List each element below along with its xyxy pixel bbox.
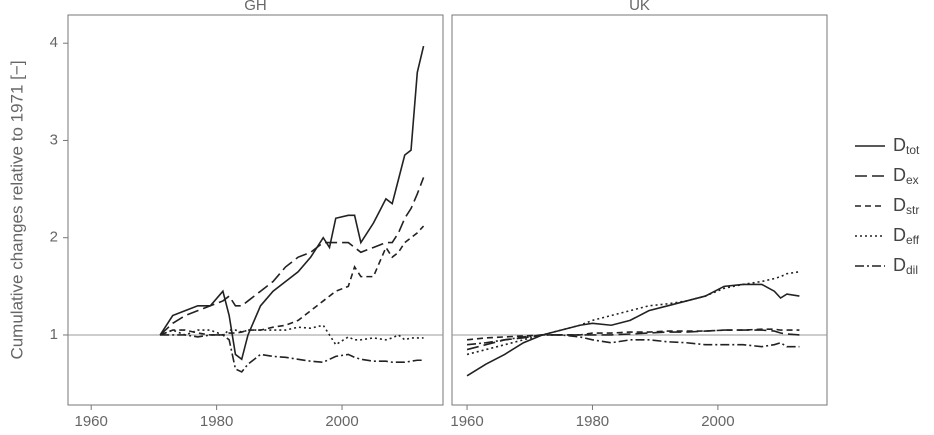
panel-frame xyxy=(67,14,444,406)
data-line xyxy=(159,45,425,361)
data-line xyxy=(159,225,425,336)
y-tick-label: 1 xyxy=(50,326,58,343)
panel-frame xyxy=(451,14,828,406)
y-tick-label: 3 xyxy=(50,131,58,148)
y-axis-label: Cumulative changes relative to 1971 [−] xyxy=(7,60,26,359)
panel-title: GH xyxy=(244,0,267,14)
x-tick-label: 2000 xyxy=(325,413,358,430)
x-tick-label: 1960 xyxy=(75,413,108,430)
x-tick-label: 1980 xyxy=(576,413,609,430)
legend-label: Dstr xyxy=(893,195,919,217)
data-line xyxy=(159,177,425,336)
legend-label: Dex xyxy=(893,165,919,187)
data-line xyxy=(466,334,800,348)
x-tick-label: 1960 xyxy=(450,413,483,430)
x-tick-label: 2000 xyxy=(701,413,734,430)
legend-label: Ddil xyxy=(893,255,918,277)
x-tick-label: 1980 xyxy=(200,413,233,430)
legend-label: Deff xyxy=(893,225,920,247)
y-tick-label: 4 xyxy=(50,34,58,51)
data-line xyxy=(466,283,800,377)
y-tick-label: 2 xyxy=(50,229,58,246)
legend-label: Dtot xyxy=(893,135,920,157)
data-line xyxy=(159,324,424,346)
data-line xyxy=(160,334,424,373)
panel-title: UK xyxy=(629,0,650,14)
data-line xyxy=(466,270,800,356)
